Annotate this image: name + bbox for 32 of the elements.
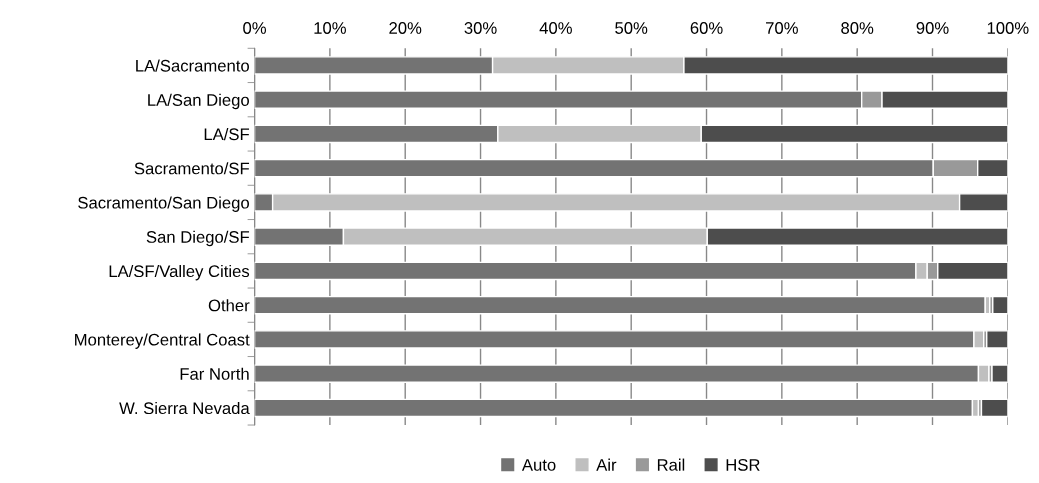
y-tick-label: LA/SF/Valley Cities [109, 264, 250, 281]
bar [991, 364, 1008, 383]
x-tick-label: 40% [539, 22, 572, 34]
x-tick-label: 0% [243, 22, 267, 34]
y-tick-label: W. Sierra Nevada [119, 401, 250, 415]
legend-label: Auto [521, 459, 556, 471]
x-tick-label: 20% [389, 22, 422, 34]
y-tick-label: LA/San Diego [148, 93, 249, 110]
y-tick-label: LA/Sacramento [136, 59, 249, 72]
y-tick-label: Sacramento/SF [134, 162, 250, 175]
y-tick-label: Monterey/Central Coast [75, 333, 250, 349]
x-tick-label: 90% [916, 22, 949, 34]
y-tick-label: LA/SF [204, 127, 250, 141]
legend-label: Rail [657, 458, 685, 471]
x-tick-label: 10% [314, 22, 346, 34]
x-tick-label: 50% [615, 22, 648, 34]
bar [980, 398, 1008, 418]
x-tick-label: 60% [690, 22, 723, 34]
y-tick-label: Far North [180, 367, 249, 380]
x-tick-label: 100% [987, 22, 1029, 34]
bar [254, 295, 986, 315]
x-tick-label: 30% [464, 22, 497, 34]
y-tick-label: Other [208, 299, 250, 312]
y-tick-label: San Diego/SF [146, 230, 250, 247]
y-tick-label: Sacramento/San Diego [78, 196, 250, 212]
legend-label: Air [596, 458, 617, 471]
bar [254, 398, 974, 418]
bar [992, 295, 1008, 315]
x-tick-label: 70% [766, 22, 798, 34]
legend-label: HSR [726, 458, 760, 471]
x-tick-label: 80% [841, 22, 874, 34]
bar [986, 330, 1008, 349]
